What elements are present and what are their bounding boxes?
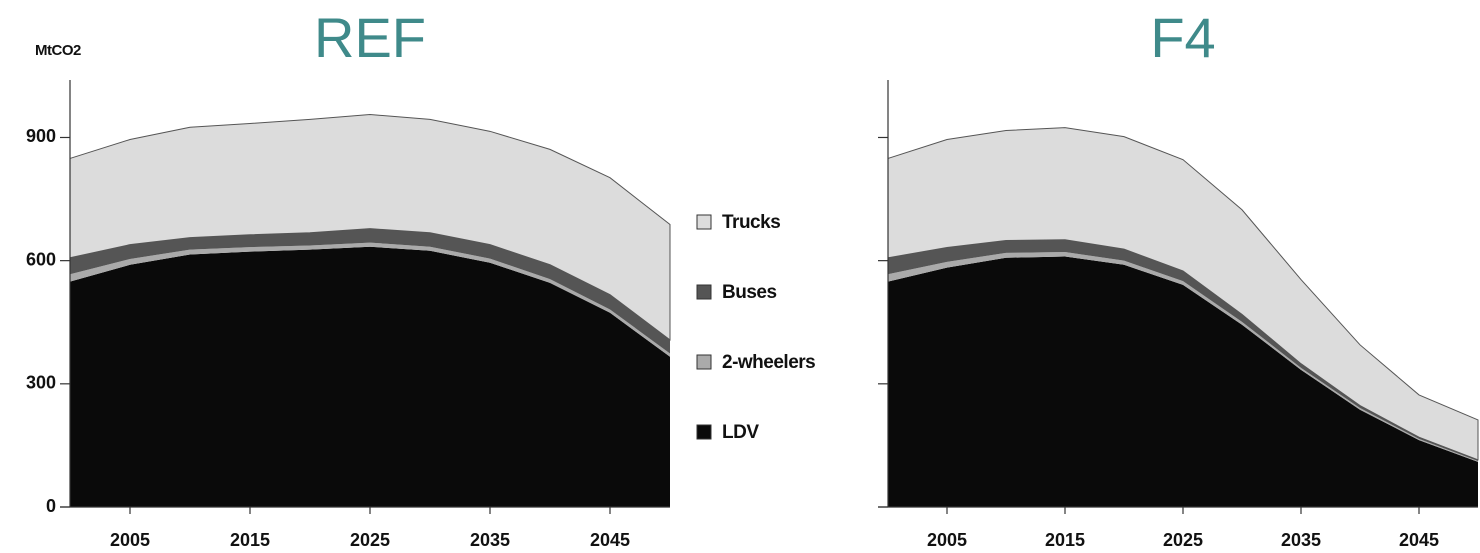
x-tick-label: 2015 — [1045, 530, 1085, 550]
x-tick-label: 2025 — [350, 530, 390, 550]
y-axis-label: MtCO2 — [35, 42, 81, 59]
legend-swatch — [696, 424, 712, 440]
y-tick-label: 300 — [26, 373, 56, 393]
chart: 2005 2015 2025 2035 2045 F4 — [878, 6, 1479, 550]
area — [70, 228, 670, 354]
x-tick-label: 2035 — [1281, 530, 1321, 550]
legend-swatch — [696, 284, 712, 300]
x-tick-label: 2005 — [927, 530, 967, 550]
chart: 0 300 600 900 2005 2015 2025 2035 2045 REF MtCO2 — [26, 6, 671, 550]
x-tick-label: 2045 — [590, 530, 630, 550]
area — [69, 113, 671, 341]
x-tick-label: 2035 — [470, 530, 510, 550]
legend-label: LDV — [722, 422, 759, 443]
area — [70, 246, 670, 508]
area — [70, 242, 670, 357]
chart-title: F4 — [1150, 6, 1215, 69]
legend-label: 2-wheelers — [722, 352, 815, 373]
legend-swatch — [696, 214, 712, 230]
area — [887, 127, 1479, 461]
area — [888, 256, 1478, 507]
x-tick-label: 2015 — [230, 530, 270, 550]
x-tick-label: 2005 — [110, 530, 150, 550]
x-tick-label: 2045 — [1399, 530, 1439, 550]
y-tick-label: 900 — [26, 126, 56, 146]
chart-title: REF — [314, 6, 426, 69]
legend-label: Buses — [722, 282, 777, 303]
legend-swatch — [696, 354, 712, 370]
y-tick-label: 0 — [46, 496, 56, 516]
area — [888, 239, 1478, 462]
y-tick-label: 600 — [26, 249, 56, 269]
x-tick-label: 2025 — [1163, 530, 1203, 550]
legend-label: Trucks — [722, 212, 780, 233]
